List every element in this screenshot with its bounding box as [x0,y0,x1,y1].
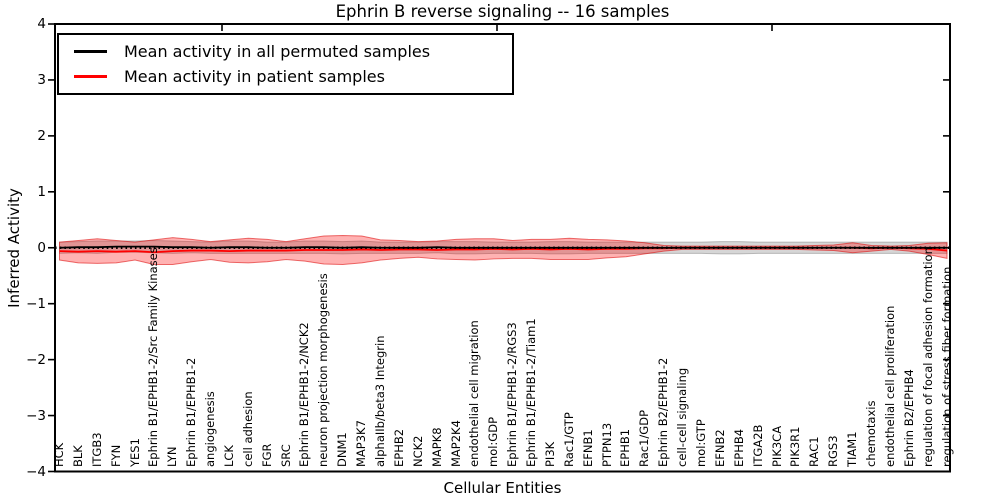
x-tick-label: regulation of stress fiber formation [939,266,954,467]
x-tick-label: ITGB3 [89,432,104,467]
x-tick-label: cell-cell signaling [675,367,690,467]
x-tick-label: EFNB1 [580,429,595,467]
axes-frame [54,23,951,473]
x-tick-label: endothelial cell proliferation [882,305,897,467]
x-tick-label: LCK [221,445,236,467]
x-tick-label: endothelial cell migration [467,320,482,467]
x-tick-label: Ephrin B1/EPHB1-2/NCK2 [297,322,312,467]
x-tick-label: MAPK8 [429,427,444,467]
x-axis-label: Cellular Entities [443,479,562,497]
x-tick-label: MAP2K4 [448,420,463,467]
y-tick-label: −4 [26,463,46,480]
x-tick-label: FYN [108,444,123,467]
legend-label-patient: Mean activity in patient samples [124,67,385,86]
x-tick-label: Ephrin B2/EPHB1-2 [656,357,671,467]
x-tick-label: Ephrin B1/EPHB1-2/Src Family Kinases [146,247,161,467]
y-tick-label: −3 [26,407,46,424]
x-tick-label: DNM1 [335,432,350,467]
y-tick-label: 4 [37,16,46,32]
x-tick-label: Ephrin B1/EPHB1-2/RGS3 [505,322,520,467]
y-tick-label: 2 [37,127,46,144]
x-tick-label: YES1 [127,438,142,467]
x-tick-label: Ephrin B1/EPHB1-2 [184,357,199,467]
x-tick-label: regulation of focal adhesion formation [920,247,935,467]
y-tick-label: −2 [26,351,46,368]
x-tick-label: SRC [278,444,293,467]
legend-item-patient: Mean activity in patient samples [74,67,512,86]
x-tick-label: PIK3CA [769,425,784,467]
x-tick-label: PI3K [542,441,557,467]
x-tick-label: EPHB4 [731,428,746,467]
y-tick-label: −1 [26,295,46,312]
x-tick-label: EPHB2 [391,428,406,467]
y-tick-label: 1 [37,183,46,200]
x-tick-label: BLK [70,445,85,467]
x-tick-label: mol:GDP [486,416,501,467]
legend-item-permuted: Mean activity in all permuted samples [74,42,512,61]
x-tick-label: NCK2 [410,435,425,468]
x-tick-label: Ephrin B2/EPHB4 [901,369,916,467]
y-tick-label: 3 [37,71,46,88]
x-tick-label: RGS3 [826,435,841,467]
x-tick-label: Rac1/GDP [637,409,652,467]
x-tick-label: Ephrin B1/EPHB1-2/Tiam1 [524,318,539,467]
x-tick-label: neuron projection morphogenesis [316,273,331,467]
x-tick-label: EFNB2 [712,429,727,467]
x-tick-label: Rac1/GTP [561,412,576,467]
legend: Mean activity in all permuted samples Me… [57,33,514,95]
legend-line-swatch-permuted [74,50,107,53]
x-tick-label: RAC1 [807,436,822,467]
x-tick-label: FGR [259,443,274,467]
x-tick-label: HCK [52,442,66,467]
x-tick-label: EPHB1 [618,428,633,467]
y-tick-label: 0 [37,239,46,256]
legend-label-permuted: Mean activity in all permuted samples [124,42,431,61]
x-tick-label: angiogenesis [203,391,218,467]
x-tick-label: TIAM1 [845,431,860,467]
chart-title: Ephrin B reverse signaling -- 16 samples [335,2,670,21]
x-tick-label: LYN [165,446,180,467]
x-tick-label: ITGA2B [750,424,765,467]
x-tick-label: PIK3R1 [788,426,803,468]
legend-line-swatch-patient [74,75,107,78]
x-tick-label: cell adhesion [240,391,255,467]
x-tick-label: alphaIIb/beta3 Integrin [373,335,387,467]
x-tick-label: MAP3K7 [354,420,369,467]
x-tick-label: mol:GTP [694,419,709,467]
x-tick-label: chemotaxis [863,400,878,467]
x-tick-label: PTPN13 [599,422,614,467]
